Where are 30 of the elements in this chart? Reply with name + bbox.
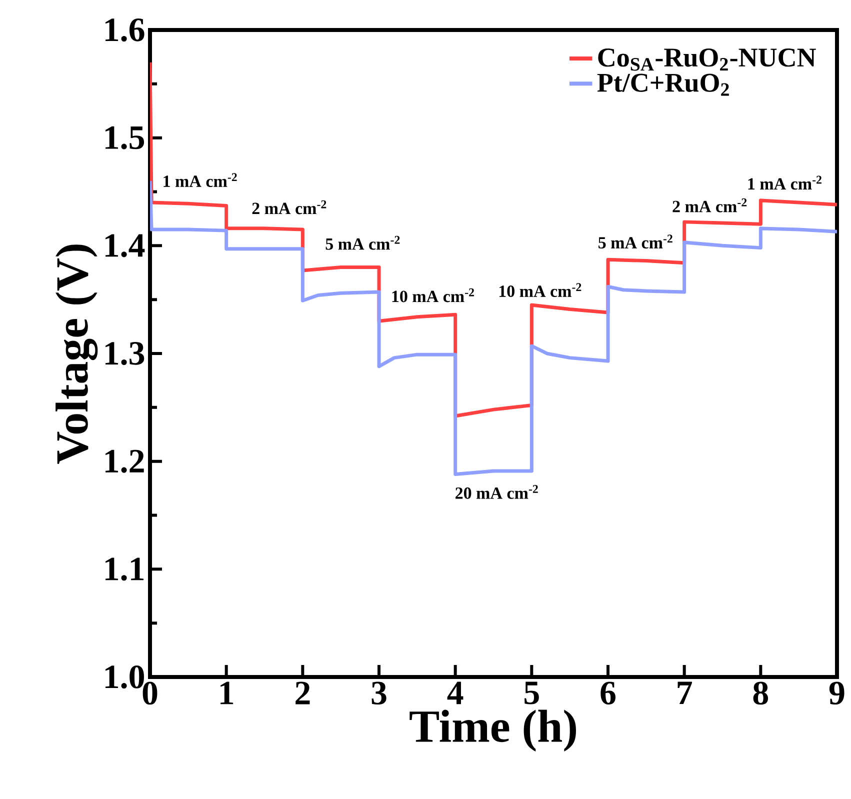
- y-tick-label: 1.5: [106, 126, 144, 150]
- x-tick-label: 1: [220, 682, 234, 704]
- y-tick-label: 1.1: [106, 558, 144, 581]
- annotation: 1 mA cm$^{-2}$: [748, 176, 822, 190]
- x-tick-label: 9: [829, 682, 844, 705]
- annotation: 2 mA cm$^{-2}$: [672, 198, 747, 212]
- x-tick-label: 7: [678, 682, 692, 704]
- annotation: 10 mA cm$^{-2}$: [392, 288, 474, 302]
- x-tick-label: 0: [142, 682, 158, 705]
- y-axis-title: Voltage (V): [56, 244, 98, 464]
- y-tick-label: 1.4: [106, 234, 145, 258]
- x-axis-title: Time (h): [410, 710, 576, 752]
- y-tick-label: 1.2: [106, 450, 144, 473]
- annotation: 10 mA cm$^{-2}$: [499, 283, 582, 298]
- annotation: 1 mA cm$^{-2}$: [164, 173, 237, 188]
- annotation: 5 mA cm$^{-2}$: [326, 236, 400, 250]
- x-tick-label: 4: [447, 682, 464, 704]
- x-tick-label: 3: [372, 682, 386, 705]
- y-tick-label: 1.3: [106, 342, 144, 365]
- x-tick-label: 8: [753, 682, 768, 705]
- x-tick-label: 5: [524, 682, 539, 704]
- x-tick-label: 6: [600, 682, 616, 705]
- y-tick-label: 1.0: [106, 665, 144, 689]
- y-tick-label: 1.6: [106, 18, 144, 42]
- legend-label: Pt/C+RuO$_{2}$: [597, 74, 729, 96]
- x-tick-label: 2: [296, 682, 310, 704]
- annotation: 20 mA cm$^{-2}$: [456, 485, 538, 499]
- legend-label: Co$_{SA}$-RuO$_{2}$-NUCN: [598, 48, 816, 71]
- annotation: 2 mA cm$^{-2}$: [252, 200, 326, 214]
- annotation: 5 mA cm$^{-2}$: [598, 234, 672, 248]
